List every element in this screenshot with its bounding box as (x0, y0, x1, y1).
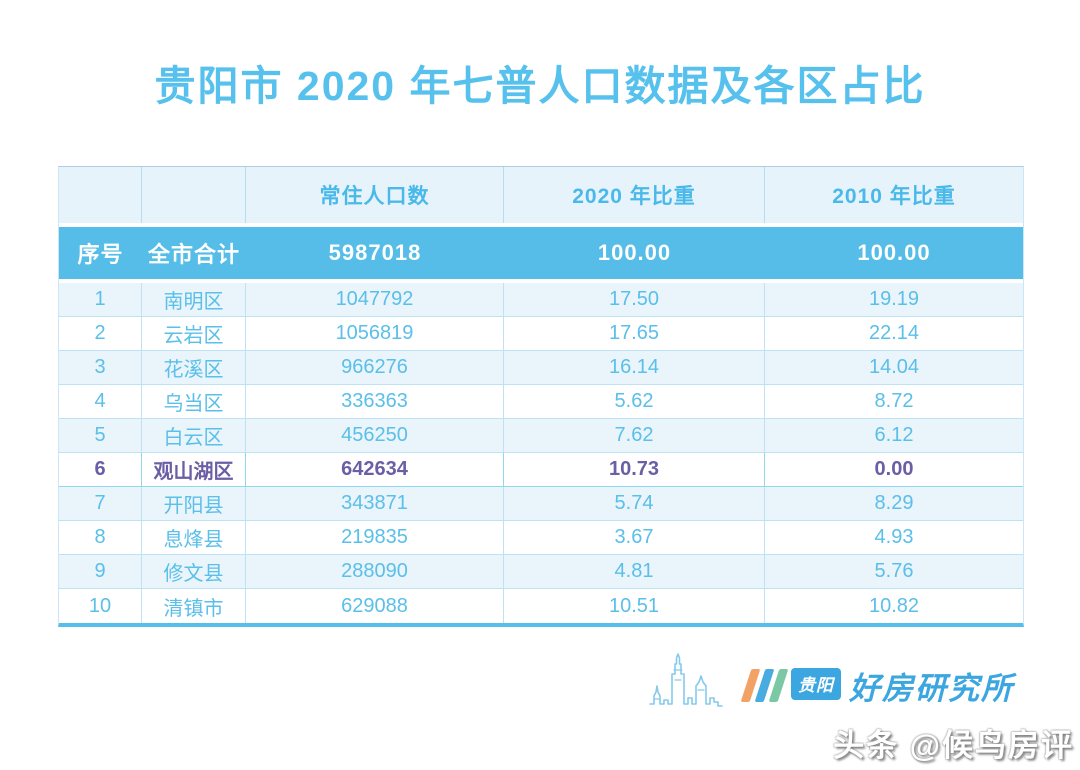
cell-no: 5 (59, 419, 142, 453)
brand-footer: 贵阳 好房研究所 (648, 652, 1014, 710)
cell-no: 7 (59, 487, 142, 521)
cell-share-2010: 19.19 (765, 283, 1023, 317)
cell-share-2010: 0.00 (765, 453, 1023, 487)
table-row: 4 乌当区 336363 5.62 8.72 (59, 385, 1023, 419)
cell-population: 629088 (246, 589, 504, 623)
cell-share-2020: 17.50 (504, 283, 765, 317)
cell-district: 白云区 (142, 419, 246, 453)
cell-district: 乌当区 (142, 385, 246, 419)
cell-share-2020: 3.67 (504, 521, 765, 555)
cell-population: 642634 (246, 453, 504, 487)
column-header-share-2010: 2010 年比重 (765, 167, 1023, 223)
table-row: 3 花溪区 966276 16.14 14.04 (59, 351, 1023, 385)
column-header-row: 常住人口数 2020 年比重 2010 年比重 (59, 167, 1023, 223)
total-population: 5987018 (246, 223, 504, 283)
cell-population: 456250 (246, 419, 504, 453)
cell-no: 3 (59, 351, 142, 385)
table-row-highlighted: 6 观山湖区 642634 10.73 0.00 (59, 453, 1023, 487)
cell-district: 清镇市 (142, 589, 246, 623)
cell-share-2010: 8.72 (765, 385, 1023, 419)
cell-share-2020: 16.14 (504, 351, 765, 385)
cell-district: 南明区 (142, 283, 246, 317)
cell-population: 343871 (246, 487, 504, 521)
cell-no: 8 (59, 521, 142, 555)
page-title: 贵阳市 2020 年七普人口数据及各区占比 (154, 63, 926, 109)
cell-share-2010: 10.82 (765, 589, 1023, 623)
cell-share-2010: 14.04 (765, 351, 1023, 385)
cell-district: 息烽县 (142, 521, 246, 555)
column-header-empty-district (142, 167, 246, 223)
cell-population: 336363 (246, 385, 504, 419)
total-share-2020: 100.00 (504, 223, 765, 283)
watermark-text: 头条 @候鸟房评 (833, 728, 1074, 763)
cell-no: 4 (59, 385, 142, 419)
cell-share-2010: 8.29 (765, 487, 1023, 521)
table-row: 7 开阳县 343871 5.74 8.29 (59, 487, 1023, 521)
table-row: 1 南明区 1047792 17.50 19.19 (59, 283, 1023, 317)
cell-district: 开阳县 (142, 487, 246, 521)
brand-badge: 贵阳 (791, 668, 841, 700)
cell-no: 1 (59, 283, 142, 317)
cell-share-2020: 7.62 (504, 419, 765, 453)
total-share-2010: 100.00 (765, 223, 1023, 283)
column-header-share-2020: 2020 年比重 (504, 167, 765, 223)
cell-no: 2 (59, 317, 142, 351)
table-row: 9 修文县 288090 4.81 5.76 (59, 555, 1023, 589)
table-row: 2 云岩区 1056819 17.65 22.14 (59, 317, 1023, 351)
table-row: 8 息烽县 219835 3.67 4.93 (59, 521, 1023, 555)
cell-no: 9 (59, 555, 142, 589)
cell-population: 966276 (246, 351, 504, 385)
total-name: 全市合计 (142, 223, 246, 283)
cell-share-2010: 5.76 (765, 555, 1023, 589)
cell-share-2020: 10.73 (504, 453, 765, 487)
cell-share-2010: 22.14 (765, 317, 1023, 351)
cell-population: 219835 (246, 521, 504, 555)
cell-no: 10 (59, 589, 142, 623)
cell-district: 云岩区 (142, 317, 246, 351)
cell-share-2020: 5.62 (504, 385, 765, 419)
cell-population: 1056819 (246, 317, 504, 351)
total-index-label: 序号 (59, 223, 142, 283)
table-row: 5 白云区 456250 7.62 6.12 (59, 419, 1023, 453)
city-skyline-icon (649, 653, 723, 707)
cell-district: 花溪区 (142, 351, 246, 385)
cell-population: 1047792 (246, 283, 504, 317)
cell-share-2020: 10.51 (504, 589, 765, 623)
column-header-population: 常住人口数 (246, 167, 504, 223)
cell-share-2010: 4.93 (765, 521, 1023, 555)
cell-population: 288090 (246, 555, 504, 589)
cell-no: 6 (59, 453, 142, 487)
cell-district: 观山湖区 (142, 453, 246, 487)
brand-slashes-icon (740, 669, 789, 702)
table-row: 10 清镇市 629088 10.51 10.82 (59, 589, 1023, 623)
cell-share-2010: 6.12 (765, 419, 1023, 453)
cell-district: 修文县 (142, 555, 246, 589)
population-table: 常住人口数 2020 年比重 2010 年比重 序号 全市合计 5987018 … (58, 166, 1024, 627)
total-row: 序号 全市合计 5987018 100.00 100.00 (59, 223, 1023, 283)
cell-share-2020: 5.74 (504, 487, 765, 521)
brand-name: 好房研究所 (849, 671, 1014, 706)
cell-share-2020: 17.65 (504, 317, 765, 351)
cell-share-2020: 4.81 (504, 555, 765, 589)
population-table-container: 常住人口数 2020 年比重 2010 年比重 序号 全市合计 5987018 … (58, 166, 1024, 627)
column-header-empty-index (59, 167, 142, 223)
